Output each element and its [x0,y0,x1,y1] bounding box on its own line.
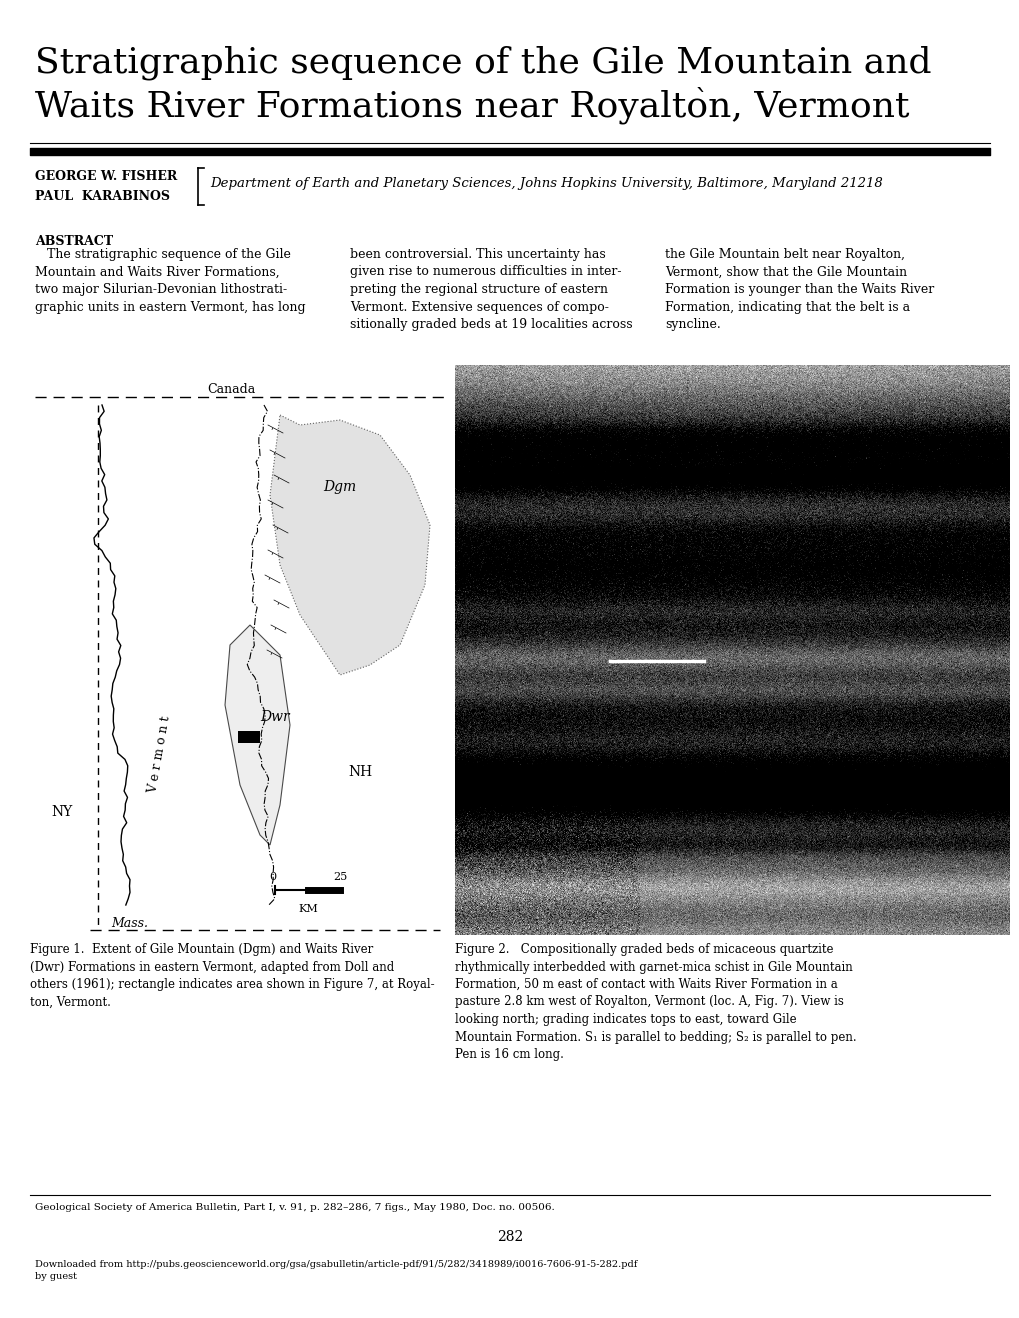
Text: `: ` [694,88,708,115]
Text: GEORGE W. FISHER: GEORGE W. FISHER [35,170,177,183]
Text: NH: NH [347,764,372,779]
Polygon shape [225,625,289,845]
Text: Figure 2.   Compositionally graded beds of micaceous quartzite
rhythmically inte: Figure 2. Compositionally graded beds of… [454,942,856,1061]
Text: ,: , [276,472,278,481]
Text: Waits River Formations near Royalton, Vermont: Waits River Formations near Royalton, Ve… [35,90,909,124]
Text: ,: , [272,447,274,456]
Text: ,: , [270,547,272,556]
Text: ,: , [270,497,272,506]
Text: ,: , [269,647,271,656]
Text: PAUL  KARABINOS: PAUL KARABINOS [35,190,170,203]
Text: 282: 282 [496,1230,523,1244]
Text: The stratigraphic sequence of the Gile
Mountain and Waits River Formations,
two : The stratigraphic sequence of the Gile M… [35,248,306,314]
Text: ,: , [275,522,277,531]
Text: the Gile Mountain belt near Royalton,
Vermont, show that the Gile Mountain
Forma: the Gile Mountain belt near Royalton, Ve… [664,248,933,331]
Text: been controversial. This uncertainty has
given rise to numerous difficulties in : been controversial. This uncertainty has… [350,248,632,331]
Text: ABSTRACT: ABSTRACT [35,235,113,248]
Text: ,: , [276,597,278,606]
Text: Stratigraphic sequence of the Gile Mountain and: Stratigraphic sequence of the Gile Mount… [35,45,930,79]
Text: KM: KM [298,904,318,913]
Bar [30,365,449,934]
Text: 0: 0 [269,873,276,882]
Text: Dwr: Dwr [260,710,289,724]
Text: ,: , [267,572,269,581]
Text: NY: NY [51,805,72,818]
Text: V e r m o n t: V e r m o n t [147,716,173,795]
Text: Canada: Canada [207,384,256,395]
Text: 25: 25 [332,873,346,882]
Text: Mass.: Mass. [111,917,149,931]
Text: Department of Earth and Planetary Sciences, Johns Hopkins University, Baltimore,: Department of Earth and Planetary Scienc… [210,177,881,190]
Text: Figure 1.  Extent of Gile Mountain (Dgm) and Waits River
(Dwr) Formations in eas: Figure 1. Extent of Gile Mountain (Dgm) … [30,942,434,1008]
Text: ,: , [273,622,275,631]
Text: Downloaded from http://pubs.geoscienceworld.org/gsa/gsabulletin/article-pdf/91/5: Downloaded from http://pubs.geosciencewo… [35,1260,637,1281]
Polygon shape [270,415,430,675]
Text: Geological Society of America Bulletin, Part I, v. 91, p. 282–286, 7 figs., May : Geological Society of America Bulletin, … [35,1203,554,1213]
Text: Dgm: Dgm [323,480,357,494]
Text: ,: , [270,422,272,431]
Bar [237,731,260,743]
